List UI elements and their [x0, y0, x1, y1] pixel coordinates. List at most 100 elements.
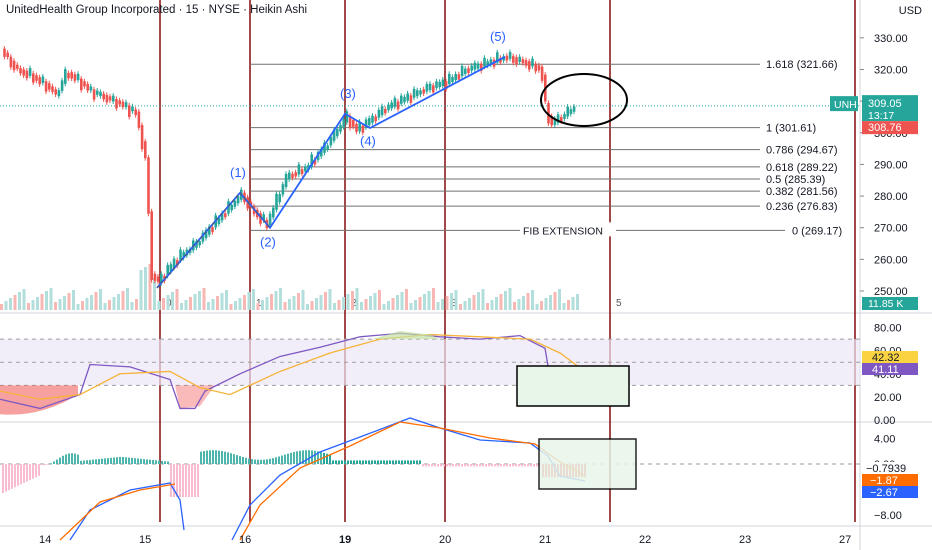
volume-bar: [508, 288, 512, 310]
candle-body: [419, 90, 422, 95]
candle-body: [224, 213, 227, 218]
macd-histogram-bar: [95, 459, 97, 464]
volume-bar: [319, 295, 323, 310]
candle-body: [483, 57, 486, 67]
volume-bar: [477, 292, 480, 310]
macd-histogram-bar: [161, 460, 163, 464]
volume-bar: [544, 298, 548, 310]
macd-histogram-bar: [206, 450, 208, 464]
fib-level-label: 0 (269.17): [792, 225, 842, 237]
macd-histogram-bar: [176, 464, 178, 497]
macd-histogram-bar: [536, 464, 538, 467]
candle-body: [297, 164, 301, 175]
macd-histogram-bar: [29, 464, 31, 481]
candle-body: [480, 63, 483, 71]
candle-body: [384, 108, 387, 114]
candle-body: [176, 260, 179, 266]
price-axis-tick-label: 250.00: [874, 286, 908, 298]
price-axis-tick-label: 270.00: [874, 223, 908, 235]
volume-bar: [387, 301, 390, 310]
macd-histogram-bar: [458, 464, 460, 467]
volume-bar: [207, 302, 210, 310]
volume-bar: [337, 300, 341, 310]
candle-body: [505, 55, 509, 61]
macd-histogram-bar: [143, 459, 145, 464]
macd-histogram-bar: [431, 464, 433, 467]
macd-histogram-bar: [347, 460, 349, 464]
candle-body: [284, 173, 288, 188]
candle-body: [204, 229, 208, 239]
volume-bar: [414, 300, 417, 310]
candle-body: [470, 65, 473, 71]
volume-bar: [148, 264, 152, 310]
volume-bar: [234, 301, 237, 310]
volume-bar: [346, 294, 350, 310]
candle-body: [44, 81, 48, 92]
candle-body: [275, 193, 278, 210]
rsi-band: [0, 339, 860, 386]
macd-histogram-bar: [185, 464, 187, 497]
volume-bar: [243, 295, 246, 310]
macd-histogram-bar: [350, 460, 352, 464]
currency-label[interactable]: USD: [898, 5, 922, 17]
macd-histogram-bar: [98, 459, 100, 464]
price-axis-tick-label: 290.00: [874, 159, 908, 171]
volume-bar: [130, 302, 134, 310]
macd-histogram-bar: [491, 464, 493, 467]
volume-bar: [436, 302, 440, 310]
fib-level-label: 0.236 (276.83): [766, 201, 838, 213]
volume-bar: [463, 301, 467, 310]
candle-body: [112, 95, 115, 102]
candle-body: [547, 103, 550, 124]
volume-bar: [418, 297, 422, 310]
macd-histogram-bar: [20, 464, 22, 485]
macd-histogram-bar: [269, 458, 271, 464]
volume-bar: [13, 295, 17, 310]
volume-bar: [391, 298, 395, 310]
candle-body: [137, 111, 141, 128]
candle-body: [400, 95, 403, 104]
volume-bar: [396, 295, 399, 310]
fib-level-label: 0.5 (285.39): [766, 174, 825, 186]
macd-histogram-bar: [8, 464, 10, 491]
candle-body: [6, 52, 9, 57]
macd-histogram-bar: [422, 464, 424, 467]
volume-bar: [562, 303, 566, 310]
time-axis-tick-label: 27: [839, 534, 851, 546]
volume-bar: [112, 297, 116, 310]
macd-histogram-bar: [353, 460, 355, 464]
candle-body: [323, 142, 326, 153]
volume-bar: [4, 301, 8, 310]
candle-body: [48, 83, 51, 90]
symbol-tag-bg: [830, 96, 858, 112]
macd-histogram-bar: [122, 457, 124, 464]
volume-bar: [306, 304, 309, 310]
macd-histogram-bar: [263, 459, 265, 464]
candle-body: [22, 69, 25, 76]
candle-body: [105, 94, 109, 103]
macd-histogram-bar: [26, 464, 28, 482]
candle-body: [198, 241, 201, 246]
candle-body: [428, 83, 432, 91]
candle-body: [332, 129, 336, 141]
macd-histogram-bar: [5, 464, 7, 492]
macd-histogram-bar: [65, 454, 67, 464]
candle-body: [444, 81, 448, 90]
macd-histogram-bar: [506, 464, 508, 467]
candle-body: [147, 157, 150, 214]
fib-level-label: 0.382 (281.56): [766, 186, 838, 198]
macd-histogram-bar: [533, 464, 535, 467]
volume-bar: [171, 292, 174, 310]
macd-histogram-bar: [251, 459, 253, 464]
candle-body: [268, 213, 272, 226]
candle-body: [259, 213, 262, 224]
volume-bar: [189, 297, 192, 310]
candle-body: [563, 114, 566, 119]
candle-body: [329, 136, 333, 146]
macd-histogram-bar: [221, 451, 223, 464]
macd-histogram-bar: [191, 464, 193, 497]
rsi-oversold-fill: [0, 385, 78, 415]
rsi-value: 41.11: [872, 364, 899, 376]
